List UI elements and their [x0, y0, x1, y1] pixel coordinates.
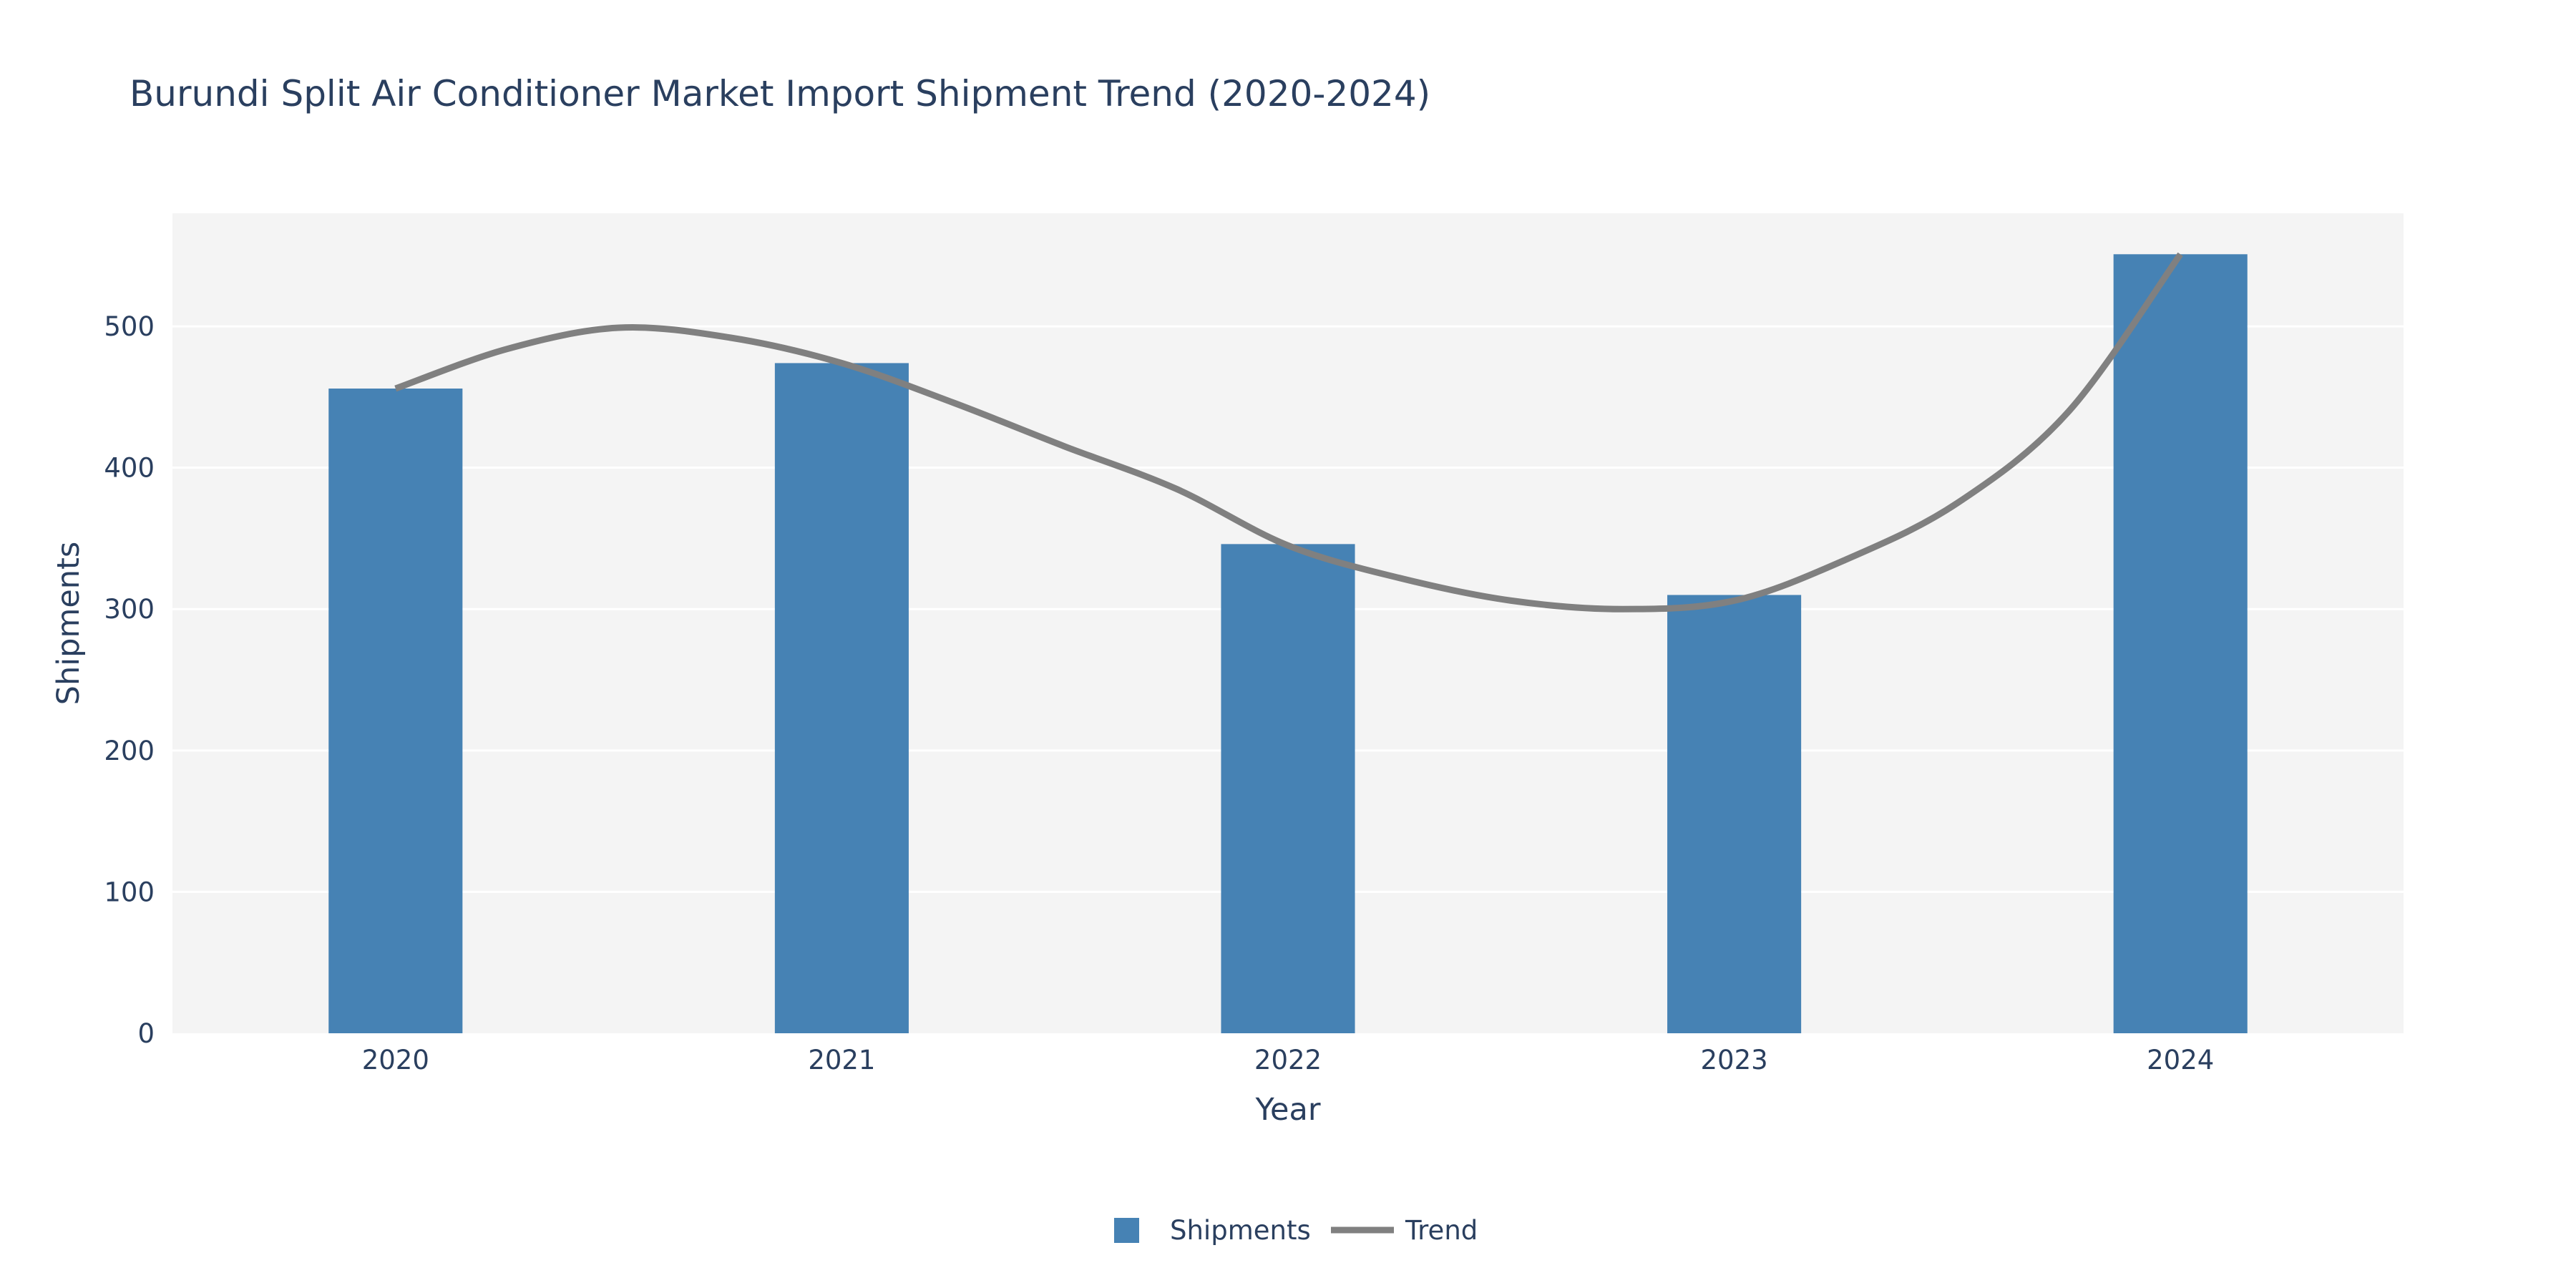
- x-axis-ticks: 2020 2021 2022 2023 2024: [362, 1045, 2215, 1075]
- legend-item-trend[interactable]: Trend: [1331, 1215, 1478, 1246]
- y-tick-label: 200: [104, 736, 155, 766]
- y-tick-label: 400: [104, 453, 155, 484]
- bar-2022[interactable]: [1221, 544, 1355, 1033]
- bar-2021[interactable]: [774, 363, 909, 1033]
- x-tick-label: 2022: [1254, 1045, 1322, 1075]
- legend: Shipments Trend: [1114, 1215, 1478, 1246]
- legend-item-shipments[interactable]: Shipments: [1114, 1215, 1311, 1246]
- x-tick-label: 2021: [808, 1045, 875, 1075]
- x-tick-label: 2020: [362, 1045, 429, 1075]
- trend-line: [394, 252, 2183, 613]
- bar-2023[interactable]: [1667, 595, 1802, 1033]
- x-axis-title: Year: [1254, 1092, 1320, 1128]
- y-tick-label: 0: [137, 1018, 155, 1049]
- bar-2024[interactable]: [2113, 254, 2248, 1033]
- y-axis-ticks: 0 100 200 300 400 500: [104, 311, 155, 1049]
- legend-label-trend: Trend: [1405, 1215, 1478, 1246]
- x-tick-label: 2024: [2147, 1045, 2214, 1075]
- y-axis-title: Shipments: [51, 542, 87, 706]
- chart-title: Burundi Split Air Conditioner Market Imp…: [130, 73, 1430, 114]
- y-tick-label: 300: [104, 594, 155, 625]
- bars: [328, 254, 2248, 1033]
- y-tick-label: 500: [104, 311, 155, 342]
- y-tick-label: 100: [104, 877, 155, 907]
- legend-label-shipments: Shipments: [1170, 1215, 1311, 1246]
- legend-swatch-shipments: [1114, 1218, 1139, 1243]
- x-tick-label: 2023: [1701, 1045, 1768, 1075]
- bar-2020[interactable]: [328, 389, 463, 1033]
